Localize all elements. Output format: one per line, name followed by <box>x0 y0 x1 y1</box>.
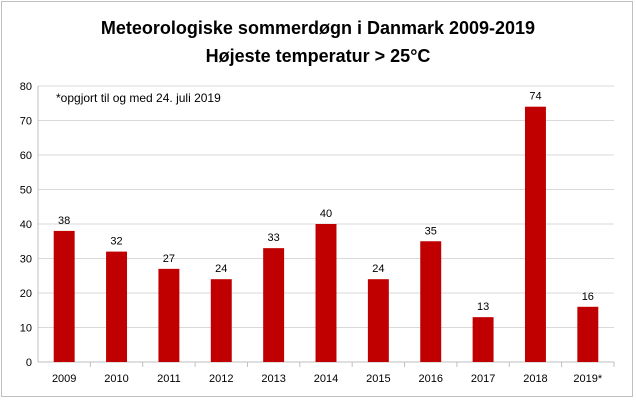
y-tick-label: 60 <box>20 150 32 162</box>
data-label: 38 <box>58 215 70 227</box>
x-tick-label: 2019* <box>573 373 602 385</box>
y-tick-label: 50 <box>20 185 32 197</box>
bar <box>106 251 128 362</box>
bar <box>472 317 494 362</box>
y-tick-label: 20 <box>20 288 32 300</box>
x-tick-label: 2010 <box>104 373 128 385</box>
bar <box>577 306 599 362</box>
bar <box>210 279 232 362</box>
data-label: 24 <box>215 263 227 275</box>
bar <box>158 268 180 362</box>
x-tick-label: 2011 <box>157 373 181 385</box>
y-tick-label: 30 <box>20 254 32 266</box>
chart-title: Meteorologiske sommerdøgn i Danmark 2009… <box>100 18 536 38</box>
data-label: 32 <box>110 236 122 248</box>
bar <box>420 241 442 362</box>
bar <box>263 248 285 362</box>
x-tick-label: 2015 <box>366 373 390 385</box>
y-tick-label: 80 <box>20 81 32 93</box>
bar <box>53 230 75 362</box>
bar <box>367 279 389 362</box>
data-label: 35 <box>425 225 437 237</box>
x-tick-label: 2018 <box>523 373 547 385</box>
data-label: 40 <box>320 208 332 220</box>
data-label: 27 <box>163 253 175 265</box>
bar <box>524 106 546 362</box>
x-tick-label: 2012 <box>209 373 233 385</box>
data-label: 74 <box>529 91 541 103</box>
x-tick-label: 2009 <box>52 373 76 385</box>
x-tick-label: 2017 <box>471 373 495 385</box>
y-tick-label: 0 <box>26 357 32 369</box>
data-label: 16 <box>582 291 594 303</box>
chart-subtitle: Højeste temperatur > 25°C <box>205 46 431 66</box>
x-tick-label: 2013 <box>261 373 285 385</box>
y-tick-label: 10 <box>20 323 32 335</box>
x-tick-label: 2014 <box>314 373 338 385</box>
y-tick-label: 70 <box>20 116 32 128</box>
data-label: 13 <box>477 301 489 313</box>
chart-annotation: *opgjort til og med 24. juli 2019 <box>56 91 221 105</box>
data-label: 24 <box>372 263 384 275</box>
bar <box>315 224 337 362</box>
y-tick-label: 40 <box>20 219 32 231</box>
x-tick-label: 2016 <box>418 373 442 385</box>
data-label: 33 <box>268 232 280 244</box>
